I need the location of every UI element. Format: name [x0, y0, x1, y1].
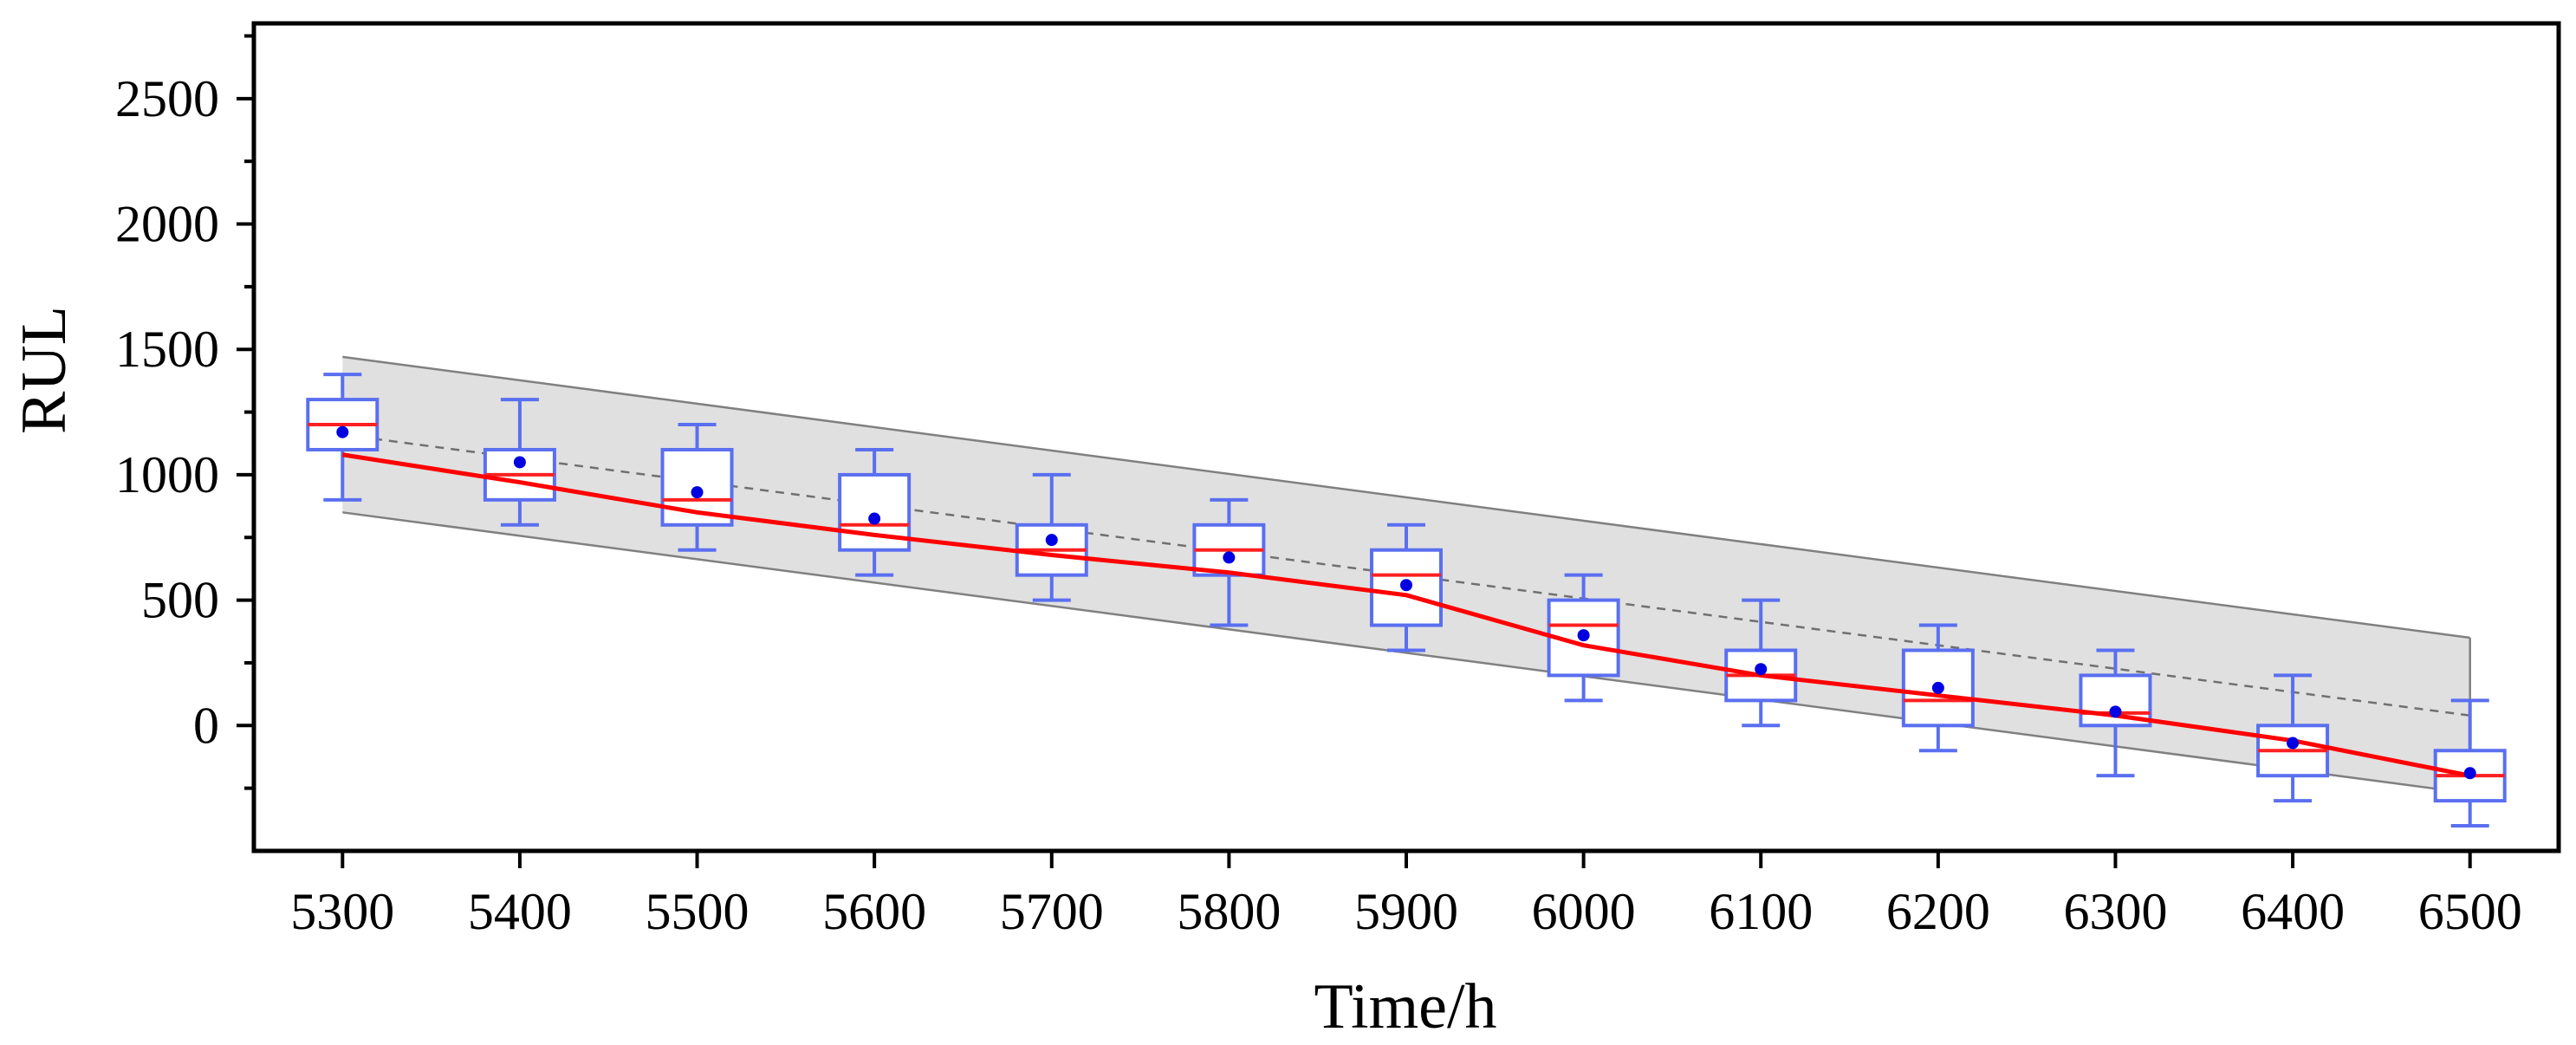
x-tick-label-5300: 5300 [290, 883, 394, 940]
x-tick-label-6300: 6300 [2063, 883, 2167, 940]
band-upper-edge [342, 355, 2470, 639]
y-tick-label-2500: 2500 [115, 70, 219, 127]
mean-point-6500 [2463, 767, 2476, 780]
mean-point-5900 [1400, 579, 1412, 592]
mean-point-6200 [1931, 681, 1944, 694]
x-axis-title: Time/h [1314, 971, 1496, 1042]
y-tick-label-1000: 1000 [115, 446, 219, 503]
mean-point-5400 [513, 456, 526, 469]
ticks-layer: 5300 5400 5500 5600 5700 5800 5900 6000 6100 6200… [115, 34, 2522, 940]
mean-point-5700 [1045, 534, 1058, 547]
mean-point-5300 [336, 425, 349, 438]
mean-point-5800 [1223, 551, 1236, 564]
x-tick-label-6500: 6500 [2418, 883, 2522, 940]
mean-point-5600 [868, 512, 881, 525]
x-tick-label-5800: 5800 [1177, 883, 1281, 940]
mean-point-6000 [1577, 629, 1590, 642]
mean-point-6300 [2109, 705, 2122, 718]
x-tick-label-6200: 6200 [1886, 883, 1990, 940]
box-5700 [1015, 472, 1088, 602]
x-tick-label-6400: 6400 [2241, 883, 2345, 940]
means-layer [336, 425, 2476, 780]
x-tick-label-5900: 5900 [1354, 883, 1458, 940]
x-tick-label-6100: 6100 [1709, 883, 1813, 940]
y-tick-label-2000: 2000 [115, 196, 219, 253]
box-6400 [2256, 673, 2330, 803]
x-tick-label-6000: 6000 [1532, 883, 1636, 940]
box-5400 [483, 398, 556, 527]
y-tick-label-500: 500 [141, 572, 219, 629]
y-tick-label-0: 0 [193, 697, 219, 754]
mean-point-6400 [2287, 737, 2300, 750]
x-tick-label-5600: 5600 [822, 883, 926, 940]
y-axis-title: RUL [9, 306, 80, 434]
mean-point-6100 [1755, 663, 1768, 676]
x-tick-label-5400: 5400 [468, 883, 572, 940]
mean-point-5500 [691, 486, 704, 499]
box-5300 [306, 373, 380, 502]
y-tick-label-1500: 1500 [115, 321, 219, 378]
x-tick-label-5500: 5500 [646, 883, 749, 940]
x-tick-label-5700: 5700 [1000, 883, 1104, 940]
box-5800 [1192, 497, 1266, 627]
